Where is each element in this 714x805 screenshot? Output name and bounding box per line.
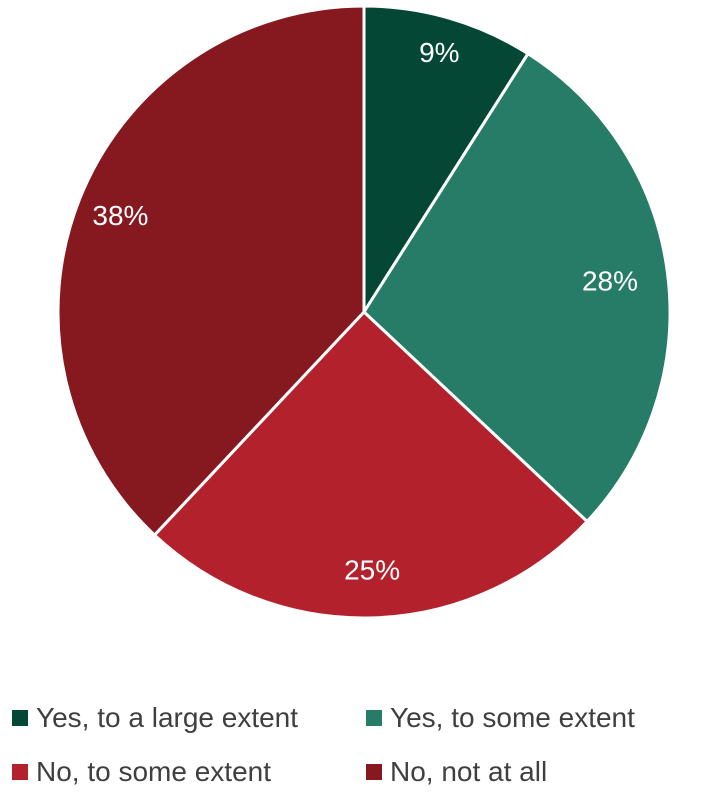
pie-slice-yes-some-extent bbox=[362, 52, 672, 523]
legend-swatch-yes-large-extent bbox=[12, 710, 28, 726]
data-label-no-not-at-all: 38% bbox=[92, 200, 148, 231]
data-label-yes-large-extent: 9% bbox=[419, 37, 459, 68]
pie-slice-no-some-extent bbox=[153, 310, 589, 620]
legend-item-yes-some-extent: Yes, to some extent bbox=[366, 698, 635, 738]
legend-swatch-yes-some-extent bbox=[366, 710, 382, 726]
pie-chart: 9% 28% 25% 38% bbox=[56, 4, 672, 620]
legend-item-no-some-extent: No, to some extent bbox=[12, 752, 271, 792]
pie-data-labels: 9% 28% 25% 38% bbox=[92, 37, 638, 585]
pie-slices bbox=[56, 4, 672, 620]
legend-label-yes-some-extent: Yes, to some extent bbox=[390, 702, 635, 733]
legend-label-no-some-extent: No, to some extent bbox=[36, 756, 272, 787]
legend-item-yes-large-extent: Yes, to a large extent bbox=[12, 698, 298, 738]
legend-swatch-no-some-extent bbox=[12, 764, 28, 780]
pie-slice-yes-large-extent bbox=[362, 4, 530, 314]
legend-label-yes-large-extent: Yes, to a large extent bbox=[36, 702, 299, 733]
legend-label-no-not-at-all: No, not at all bbox=[390, 756, 548, 787]
data-label-no-some-extent: 25% bbox=[344, 554, 400, 585]
pie-slice-no-not-at-all bbox=[56, 4, 366, 537]
legend-item-no-not-at-all: No, not at all bbox=[366, 752, 547, 792]
chart-legend: Yes, to a large extent Yes, to some exte… bbox=[0, 698, 714, 805]
data-label-yes-some-extent: 28% bbox=[582, 265, 638, 296]
legend-swatch-no-not-at-all bbox=[366, 764, 382, 780]
